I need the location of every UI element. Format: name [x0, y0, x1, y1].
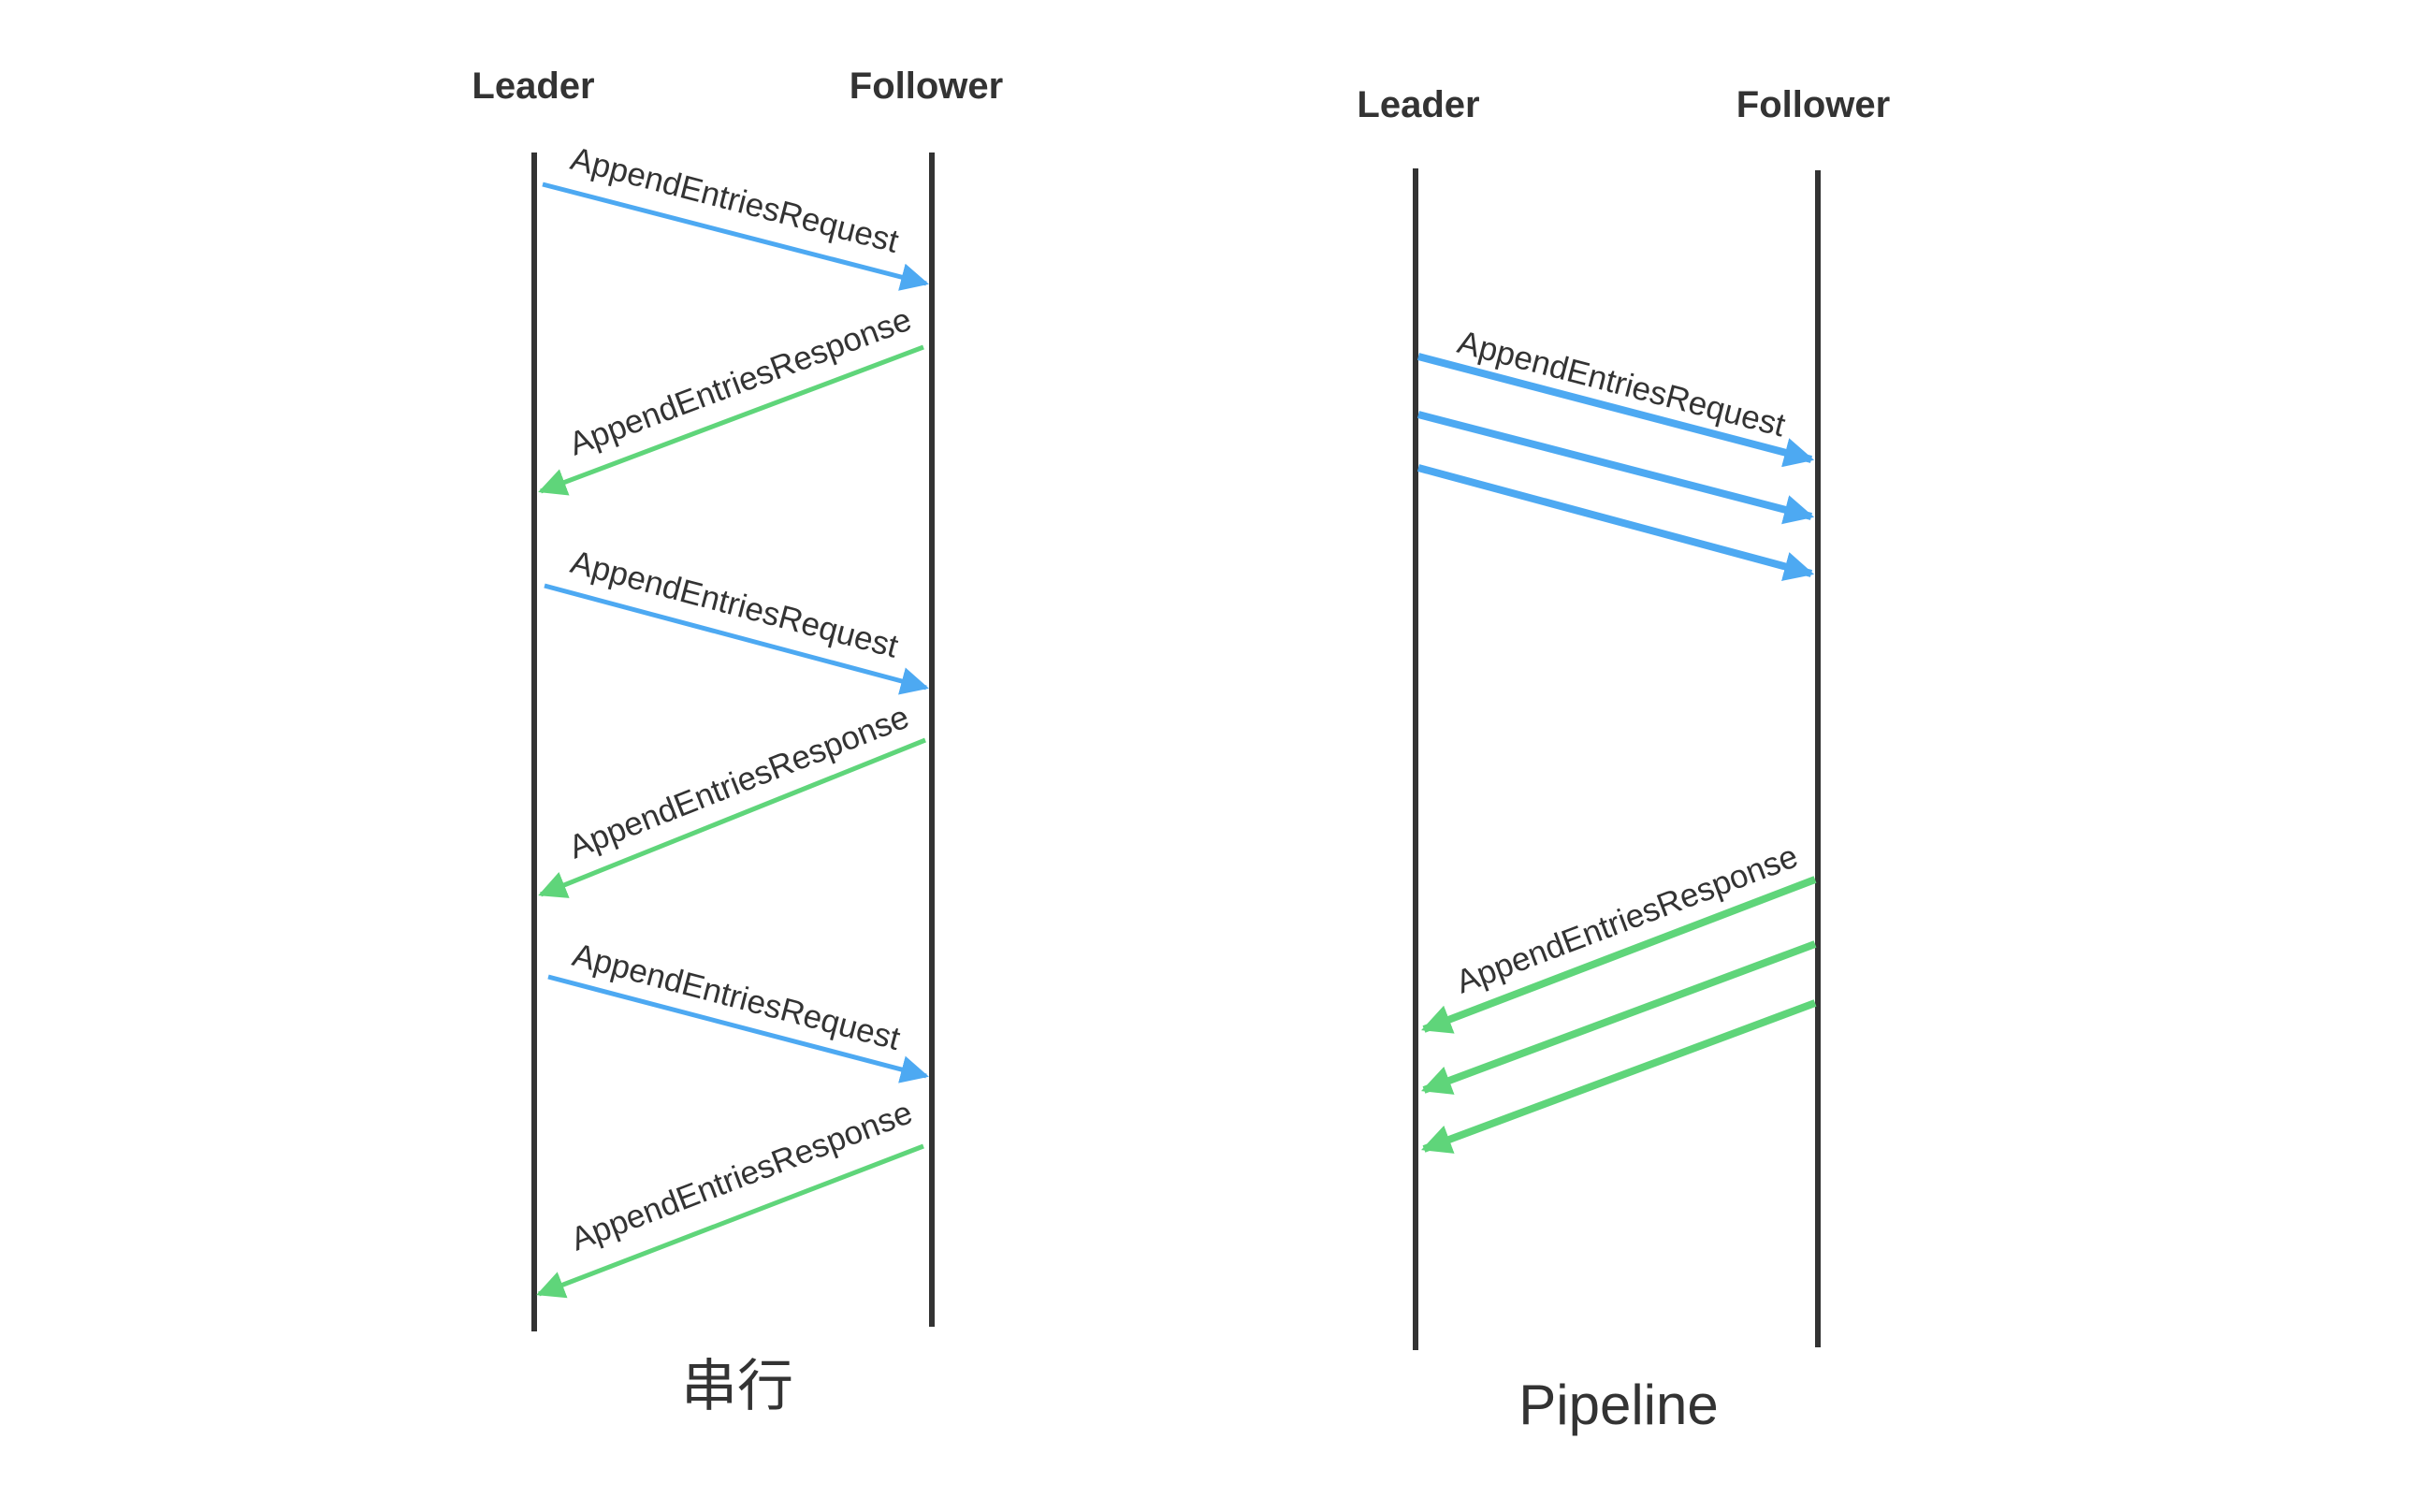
serial-response-label-2: AppendEntriesResponse	[564, 699, 914, 866]
pipeline-response-arrow-1	[1421, 876, 1817, 1034]
pipeline-response-arrow-2	[1421, 940, 1817, 1095]
pipeline-request-label: AppendEntriesRequest	[1454, 324, 1789, 444]
serial-response-arrow-3	[536, 1143, 924, 1299]
serial-request-label-1: AppendEntriesRequest	[567, 140, 903, 260]
pipeline-request-arrow-3	[1416, 464, 1815, 581]
pipeline-response-label: AppendEntriesResponse	[1451, 838, 1803, 1001]
serial-request-arrow-2	[544, 583, 929, 695]
serial-response-label-1: AppendEntriesResponse	[564, 301, 916, 463]
serial-response-arrow-1	[538, 344, 924, 496]
serial-diagram: Leader Follower AppendEntriesRequest App…	[472, 65, 1003, 1418]
serial-request-arrow-1	[542, 182, 929, 291]
pipeline-caption: Pipeline	[1518, 1374, 1719, 1436]
pipeline-diagram: Leader Follower AppendEntriesRequest App…	[1357, 84, 1890, 1436]
serial-follower-label: Follower	[850, 65, 1003, 107]
serial-caption: 串行	[681, 1355, 793, 1418]
pipeline-leader-label: Leader	[1357, 84, 1479, 125]
pipeline-follower-label: Follower	[1736, 84, 1890, 125]
serial-leader-label: Leader	[472, 65, 594, 107]
serial-request-arrow-3	[547, 974, 929, 1083]
serial-response-label-3: AppendEntriesResponse	[566, 1094, 917, 1258]
serial-response-arrow-2	[538, 737, 926, 898]
pipeline-request-arrow-2	[1416, 411, 1815, 525]
pipeline-request-arrow-1	[1416, 353, 1815, 468]
pipeline-response-arrow-3	[1421, 999, 1817, 1154]
